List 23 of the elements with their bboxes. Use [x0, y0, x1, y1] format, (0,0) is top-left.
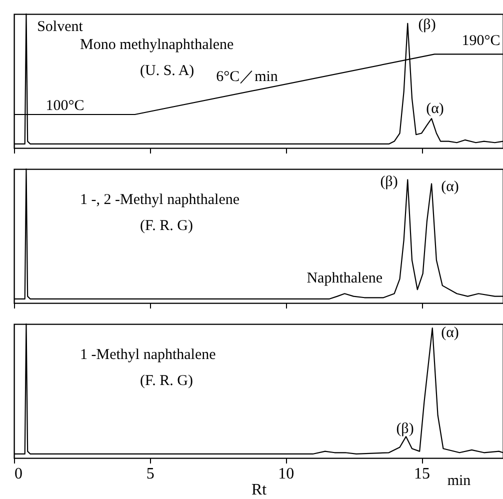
annotation: (α)	[441, 325, 459, 341]
text: min	[447, 473, 472, 489]
x-tick-label: 0	[14, 466, 22, 482]
text: 1 -, 2 -Methyl naphthalene	[80, 192, 240, 208]
annotation: Naphthalene	[306, 270, 383, 287]
annotation: (β)	[396, 421, 414, 437]
annotation: (β)	[380, 174, 398, 190]
x-tick-label: 15	[414, 466, 430, 482]
annotation: (α)	[426, 101, 444, 117]
text: (U. S. A)	[140, 63, 194, 79]
annotation: (α)	[441, 179, 459, 195]
text: (F. R. G)	[140, 373, 193, 389]
annotation: 190°C	[462, 33, 500, 49]
annotation: 6°C／min	[216, 69, 278, 85]
annotation: 100°C	[46, 98, 84, 114]
x-tick-label: 10	[278, 466, 294, 482]
x-axis-title: Rt	[251, 482, 268, 498]
text: Mono methylnaphthalene	[80, 37, 234, 53]
text: 1 -Methyl naphthalene	[80, 347, 216, 363]
annotation: (β)	[418, 17, 436, 33]
annotation: Solvent	[37, 19, 84, 35]
x-tick-label: 5	[146, 466, 154, 482]
text: (F. R. G)	[140, 218, 193, 234]
